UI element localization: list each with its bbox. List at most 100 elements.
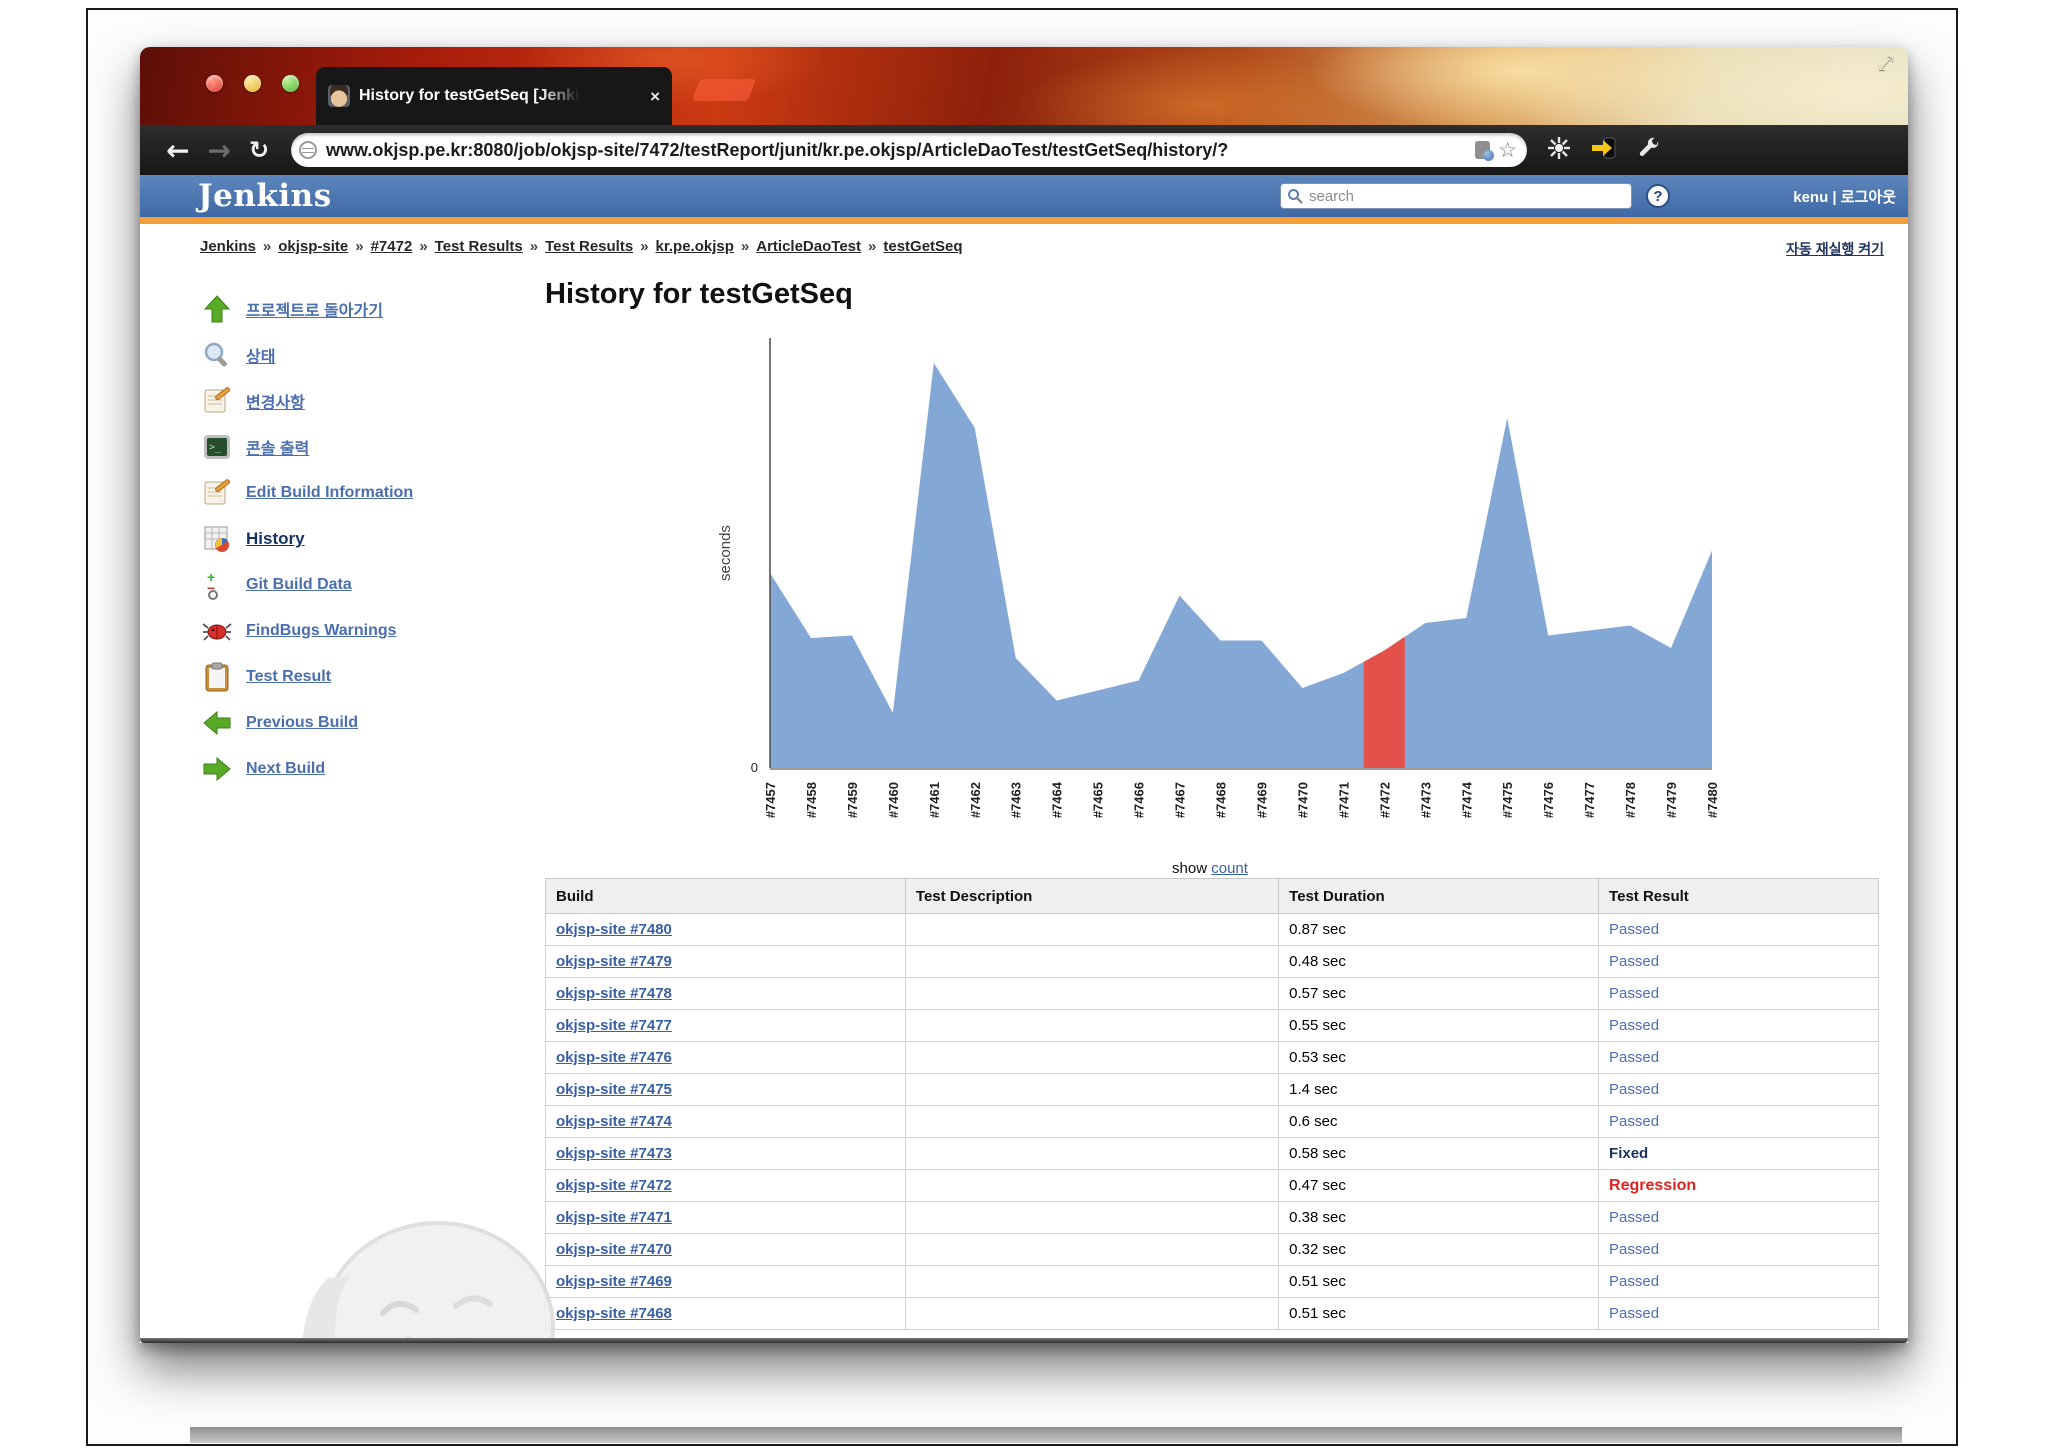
build-link[interactable]: okjsp-site #7472 xyxy=(556,1177,672,1194)
sidebar-item-label[interactable]: History xyxy=(246,529,305,548)
url-text[interactable]: www.okjsp.pe.kr:8080/job/okjsp-site/7472… xyxy=(326,139,1229,160)
test-result-cell: Passed xyxy=(1598,977,1879,1010)
sidebar-item-next-build[interactable]: Next Build xyxy=(202,746,532,792)
help-icon[interactable]: ? xyxy=(1646,184,1670,208)
table-row: okjsp-site #7469 0.51 sec Passed xyxy=(545,1265,1879,1298)
wrench-icon[interactable] xyxy=(1637,136,1661,165)
arrow-right-icon xyxy=(202,755,232,783)
test-description-cell xyxy=(904,1201,1280,1234)
build-link[interactable]: okjsp-site #7475 xyxy=(556,1081,672,1098)
jenkins-logo[interactable]: Jenkins xyxy=(198,178,332,214)
sidebar-item-label[interactable]: 프로젝트로 돌아가기 xyxy=(246,303,383,320)
user-logout-links[interactable]: kenu | 로그아웃 xyxy=(1793,189,1896,206)
svg-text:−: − xyxy=(207,580,215,596)
forward-button[interactable]: → xyxy=(207,133,231,167)
sidebar-item-label[interactable]: Next Build xyxy=(246,760,326,777)
table-row: okjsp-site #7472 0.47 sec Regression xyxy=(545,1169,1879,1202)
breadcrumb: Jenkins » okjsp-site » #7472 » Test Results » Te… xyxy=(200,238,963,255)
reload-button[interactable]: ↻ xyxy=(248,136,270,164)
sidebar-item-상태[interactable]: 상태 xyxy=(202,332,532,378)
build-link[interactable]: okjsp-site #7470 xyxy=(556,1241,672,1258)
sidebar-item-콘솔-출력[interactable]: >_ 콘솔 출력 xyxy=(202,424,532,470)
test-description-cell xyxy=(904,1105,1280,1138)
sidebar-item-label[interactable]: Test Result xyxy=(246,668,332,685)
build-link[interactable]: okjsp-site #7468 xyxy=(556,1305,672,1322)
window-expand-icon[interactable]: ⤢ xyxy=(1878,52,1894,74)
sidebar-item-previous-build[interactable]: Previous Build xyxy=(202,700,532,746)
build-link[interactable]: okjsp-site #7476 xyxy=(556,1049,672,1066)
sidebar-item-git-build-data[interactable]: + − Git Build Data xyxy=(202,562,532,608)
breadcrumb-item[interactable]: ArticleDaoTest xyxy=(756,238,862,255)
x-tick-label: #7463 xyxy=(1009,782,1024,818)
sidebar-item-label[interactable]: FindBugs Warnings xyxy=(246,622,397,639)
breadcrumb-item[interactable]: Test Results xyxy=(545,238,634,255)
clipboard-icon xyxy=(202,662,232,692)
new-tab-button[interactable] xyxy=(691,79,757,101)
table-row: okjsp-site #7473 0.58 sec Fixed xyxy=(545,1137,1879,1170)
search-input[interactable]: search xyxy=(1280,183,1632,209)
sidebar-item-label[interactable]: 상태 xyxy=(246,349,276,366)
back-button[interactable]: ← xyxy=(166,133,190,167)
sidebar-item-변경사항[interactable]: 변경사항 xyxy=(202,378,532,424)
sidebar-item-프로젝트로-돌아가기[interactable]: 프로젝트로 돌아가기 xyxy=(202,286,532,332)
sidebar-item-edit-build-information[interactable]: Edit Build Information xyxy=(202,470,532,516)
tab-close-icon[interactable]: × xyxy=(650,86,660,106)
sidebar-item-test-result[interactable]: Test Result xyxy=(202,654,532,700)
build-link[interactable]: okjsp-site #7469 xyxy=(556,1273,672,1290)
window-close-button[interactable] xyxy=(206,75,223,92)
table-row: okjsp-site #7468 0.51 sec Passed xyxy=(545,1297,1879,1330)
x-tick-label: #7472 xyxy=(1377,782,1392,818)
table-row: okjsp-site #7479 0.48 sec Passed xyxy=(545,945,1879,978)
bug-icon xyxy=(202,617,232,645)
arrow-left-icon xyxy=(202,709,232,737)
count-link[interactable]: count xyxy=(1211,860,1248,877)
test-duration-cell: 0.53 sec xyxy=(1278,1041,1600,1074)
breadcrumb-item[interactable]: Jenkins xyxy=(200,238,256,255)
build-link[interactable]: okjsp-site #7480 xyxy=(556,921,672,938)
test-duration-cell: 0.47 sec xyxy=(1278,1169,1600,1202)
column-header: Test Duration xyxy=(1278,878,1600,914)
bookmark-star-icon[interactable]: ☆ xyxy=(1498,138,1518,162)
build-link[interactable]: okjsp-site #7471 xyxy=(556,1209,672,1226)
extension-sun-icon[interactable] xyxy=(1547,136,1571,165)
sidebar-item-label[interactable]: Git Build Data xyxy=(246,576,352,593)
breadcrumb-item[interactable]: testGetSeq xyxy=(883,238,963,255)
test-result-cell: Passed xyxy=(1598,1009,1879,1042)
auto-refresh-link[interactable]: 자동 재실행 켜기 xyxy=(1786,241,1884,257)
sidebar-item-label[interactable]: Edit Build Information xyxy=(246,484,414,501)
test-description-cell xyxy=(904,1265,1280,1298)
window-bottom-edge xyxy=(140,1338,1908,1343)
breadcrumb-item[interactable]: kr.pe.okjsp xyxy=(655,238,734,255)
sidebar-item-findbugs-warnings[interactable]: FindBugs Warnings xyxy=(202,608,532,654)
sidebar-item-label[interactable]: 변경사항 xyxy=(246,395,305,412)
window-minimize-button[interactable] xyxy=(244,75,261,92)
sidebar-item-label[interactable]: Previous Build xyxy=(246,714,359,731)
sidebar-item-history[interactable]: History xyxy=(202,516,532,562)
build-link[interactable]: okjsp-site #7473 xyxy=(556,1145,672,1162)
test-result-cell: Regression xyxy=(1598,1169,1879,1202)
browser-tab[interactable]: History for testGetSeq [Jenki × xyxy=(316,67,672,125)
breadcrumb-item[interactable]: okjsp-site xyxy=(278,238,349,255)
url-bar[interactable]: www.okjsp.pe.kr:8080/job/okjsp-site/7472… xyxy=(291,133,1528,167)
test-result-cell: Passed xyxy=(1598,1041,1879,1074)
page-content: Jenkins » okjsp-site » #7472 » Test Results » Te… xyxy=(140,224,1908,1343)
build-link[interactable]: okjsp-site #7479 xyxy=(556,953,672,970)
extension-arrow-icon[interactable] xyxy=(1591,136,1617,165)
test-description-cell xyxy=(904,945,1280,978)
page-action-icon[interactable] xyxy=(1475,141,1495,161)
build-link[interactable]: okjsp-site #7477 xyxy=(556,1017,672,1034)
x-tick-label: #7460 xyxy=(886,782,901,818)
git-icon: + − xyxy=(202,570,232,600)
sidebar-item-label[interactable]: 콘솔 출력 xyxy=(246,441,310,458)
window-zoom-button[interactable] xyxy=(282,75,299,92)
x-tick-label: #7462 xyxy=(968,782,983,818)
test-duration-cell: 0.32 sec xyxy=(1278,1233,1600,1266)
breadcrumb-item[interactable]: Test Results xyxy=(434,238,523,255)
magnifier-icon xyxy=(202,341,232,369)
build-link[interactable]: okjsp-site #7478 xyxy=(556,985,672,1002)
breadcrumb-item[interactable]: #7472 xyxy=(370,238,413,255)
build-link[interactable]: okjsp-site #7474 xyxy=(556,1113,672,1130)
x-tick-label: #7479 xyxy=(1664,782,1679,818)
x-tick-label: #7464 xyxy=(1050,781,1065,818)
breadcrumb-separator: » xyxy=(640,238,649,255)
